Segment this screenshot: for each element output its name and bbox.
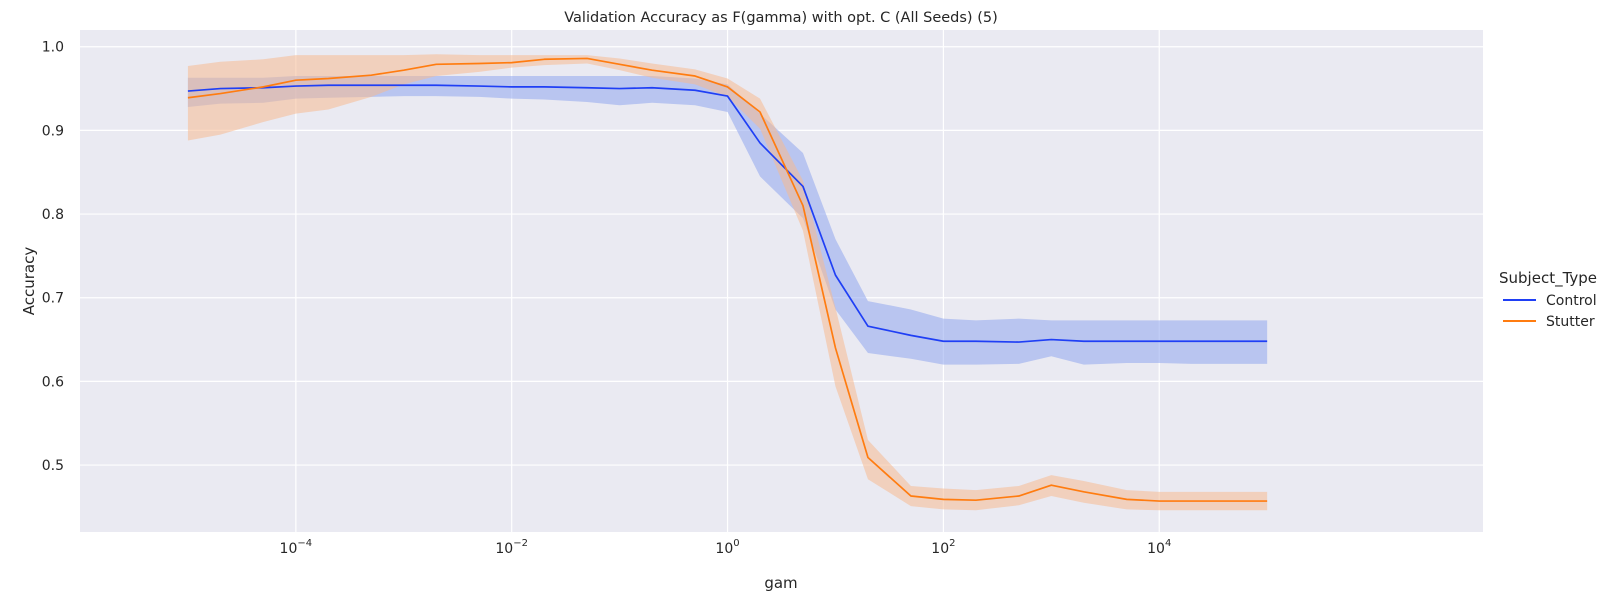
x-tick-label: 10−2 [495, 538, 528, 557]
x-tick-label: 102 [931, 538, 955, 557]
y-axis-label: Accuracy [20, 247, 38, 316]
y-tick-label: 0.8 [42, 207, 64, 223]
legend: Subject_Type Control Stutter [1499, 269, 1597, 330]
band-stutter [187, 54, 1268, 511]
x-tick-label: 10−4 [280, 538, 313, 557]
legend-entry-stutter: Stutter [1546, 314, 1595, 330]
y-tick-label: 0.9 [42, 123, 64, 139]
series-lines [187, 57, 1268, 502]
plot-area [80, 30, 1483, 532]
y-tick-label: 0.6 [42, 374, 64, 390]
band-control [187, 76, 1268, 365]
x-axis-ticks: 10−4 10−2 100 102 104 [280, 538, 1172, 557]
line-control [187, 84, 1268, 343]
y-tick-label: 1.0 [42, 40, 64, 56]
y-tick-label: 0.7 [42, 291, 64, 307]
x-tick-label: 104 [1147, 538, 1171, 557]
legend-title: Subject_Type [1499, 269, 1597, 288]
confidence-bands [187, 54, 1268, 511]
x-tick-label: 100 [715, 538, 739, 557]
y-tick-label: 0.5 [42, 458, 64, 474]
y-axis-ticks: 0.5 0.6 0.7 0.8 0.9 1.0 [42, 40, 64, 474]
line-stutter [187, 57, 1268, 502]
grid [80, 30, 1483, 532]
chart-title: Validation Accuracy as F(gamma) with opt… [564, 10, 998, 26]
legend-entry-control: Control [1546, 293, 1597, 309]
x-axis-label: gam [764, 574, 797, 592]
